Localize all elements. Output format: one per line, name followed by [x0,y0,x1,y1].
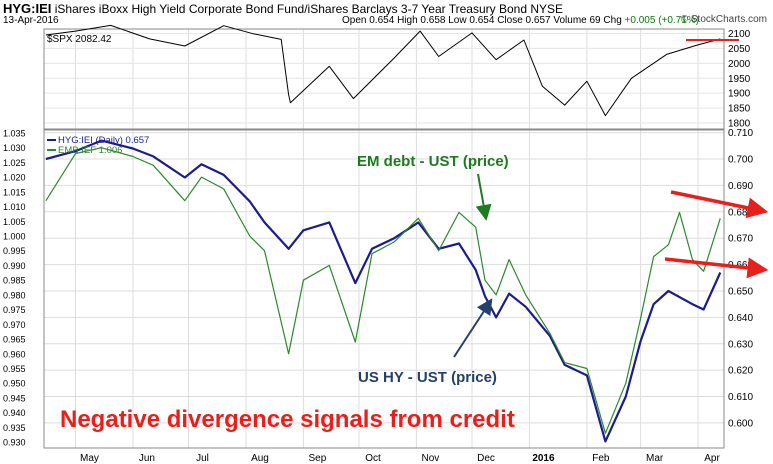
left-y-tick-label: 1.030 [3,143,26,153]
annotation-negative-divergence: Negative divergence signals from credit [60,406,515,433]
grid [44,29,724,448]
close-value: 0.657 [525,15,551,26]
top-y-tick-label: 1800 [728,119,751,130]
left-y-tick-label: 0.940 [3,408,26,418]
x-tick-label: Aug [251,453,269,464]
x-tick-label: Jul [196,453,209,464]
left-y-tick-label: 0.955 [3,364,26,374]
left-y-tick-label: 0.985 [3,276,26,286]
left-y-tick-label: 0.945 [3,393,26,403]
left-y-tick-label: 0.995 [3,246,26,256]
top-y-tick-label: 2050 [728,44,751,55]
right-y-tick-label: 0.670 [728,234,753,245]
ohlc-readout: Open 0.654 High 0.658 Low 0.654 Close 0.… [342,15,700,26]
top-y-tick-label: 2100 [728,29,751,40]
x-tick-label: May [80,453,99,464]
left-y-tick-label: 0.975 [3,305,26,315]
left-y-tick-label: 1.015 [3,187,26,197]
right-y-tick-label: 0.690 [728,181,753,192]
left-y-tick-label: 0.935 [3,423,26,433]
exchange: NYSE [530,2,564,16]
volume-value: 69 [589,15,601,26]
high-value: 0.658 [420,15,446,26]
series [45,24,722,443]
x-tick-label: Mar [646,453,664,464]
left-y-tick-label: 0.990 [3,261,26,271]
top-panel-frame [43,28,725,130]
top-y-tick-label: 1950 [728,74,751,85]
em-debt-arrow [475,173,492,221]
left-y-tick-label: 0.980 [3,290,26,300]
spx-line [45,24,721,117]
us-hy-arrow [453,298,493,358]
x-tick-label: Dec [477,453,495,464]
left-y-tick-label: 0.965 [3,335,26,345]
symbol: HYG:IEI [3,1,52,16]
legend: $SPX 2082.42 HYG:IEI (Daily) 0.657EMB:IEF… [47,34,149,156]
left-y-tick-label: 1.025 [3,158,26,168]
x-tick-label: 2016 [532,453,555,464]
left-y-tick-label: 1.020 [3,173,26,183]
annotation-us-hy: US HY - UST (price) [358,369,497,386]
x-tick-label: Apr [704,453,720,464]
open-value: 0.654 [369,15,395,26]
chart-date: 13-Apr-2016 [3,15,59,26]
divergence-arrow-upper [670,190,769,219]
left-y-tick-label: 0.930 [3,438,26,448]
right-y-tick-label: 0.710 [728,128,753,139]
right-y-tick-label: 0.640 [728,313,753,324]
x-tick-label: Jun [139,453,155,464]
left-y-tick-label: 1.010 [3,202,26,212]
right-y-tick-label: 0.700 [728,155,753,166]
right-y-tick-label: 0.610 [728,392,753,403]
annotation-em-debt: EM debt - UST (price) [357,153,509,170]
divergence-arrow-lower [664,257,769,279]
emb-ief-line [45,147,721,434]
right-y-tick-label: 0.600 [728,418,753,429]
x-tick-label: Sep [309,453,327,464]
main-panel-frame [43,129,725,449]
right-y-tick-label: 0.650 [728,286,753,297]
left-y-tick-label: 1.000 [3,232,26,242]
x-tick-label: Oct [365,453,381,464]
right-y-tick-label: 0.630 [728,339,753,350]
description: iShares iBoxx High Yield Corporate Bond … [54,2,528,16]
top-y-tick-label: 1900 [728,89,751,100]
top-y-tick-label: 1850 [728,104,751,115]
legend-label: EMB:IEF 1.006 [58,145,122,156]
annotations: EM debt - UST (price) US HY - UST (price)… [60,39,769,433]
left-y-tick-label: 0.950 [3,379,26,389]
left-y-tick-label: 0.960 [3,349,26,359]
legend-label: HYG:IEI (Daily) 0.657 [58,135,149,146]
right-y-tick-label: 0.620 [728,366,753,377]
axes: May Jun Jul Aug Sep Oct Nov Dec 2016 Feb Mar Apr 210… [3,29,753,464]
brand-watermark: © StockCharts.com [680,14,767,25]
chart-title: HYG:IEI iShares iBoxx High Yield Corpora… [3,1,563,16]
x-tick-label: Nov [422,453,440,464]
hyg-iei-line [45,139,722,443]
low-value: 0.654 [469,15,495,26]
left-y-tick-label: 0.970 [3,320,26,330]
right-y-tick-label: 0.680 [728,207,753,218]
x-tick-label: Feb [592,453,610,464]
top-y-tick-label: 2000 [728,59,751,70]
left-y-tick-label: 1.005 [3,217,26,227]
left-y-tick-label: 1.035 [3,128,26,138]
spx-legend: $SPX 2082.42 [47,34,112,45]
change-value: +0.005 (+0.71%) [624,15,700,26]
